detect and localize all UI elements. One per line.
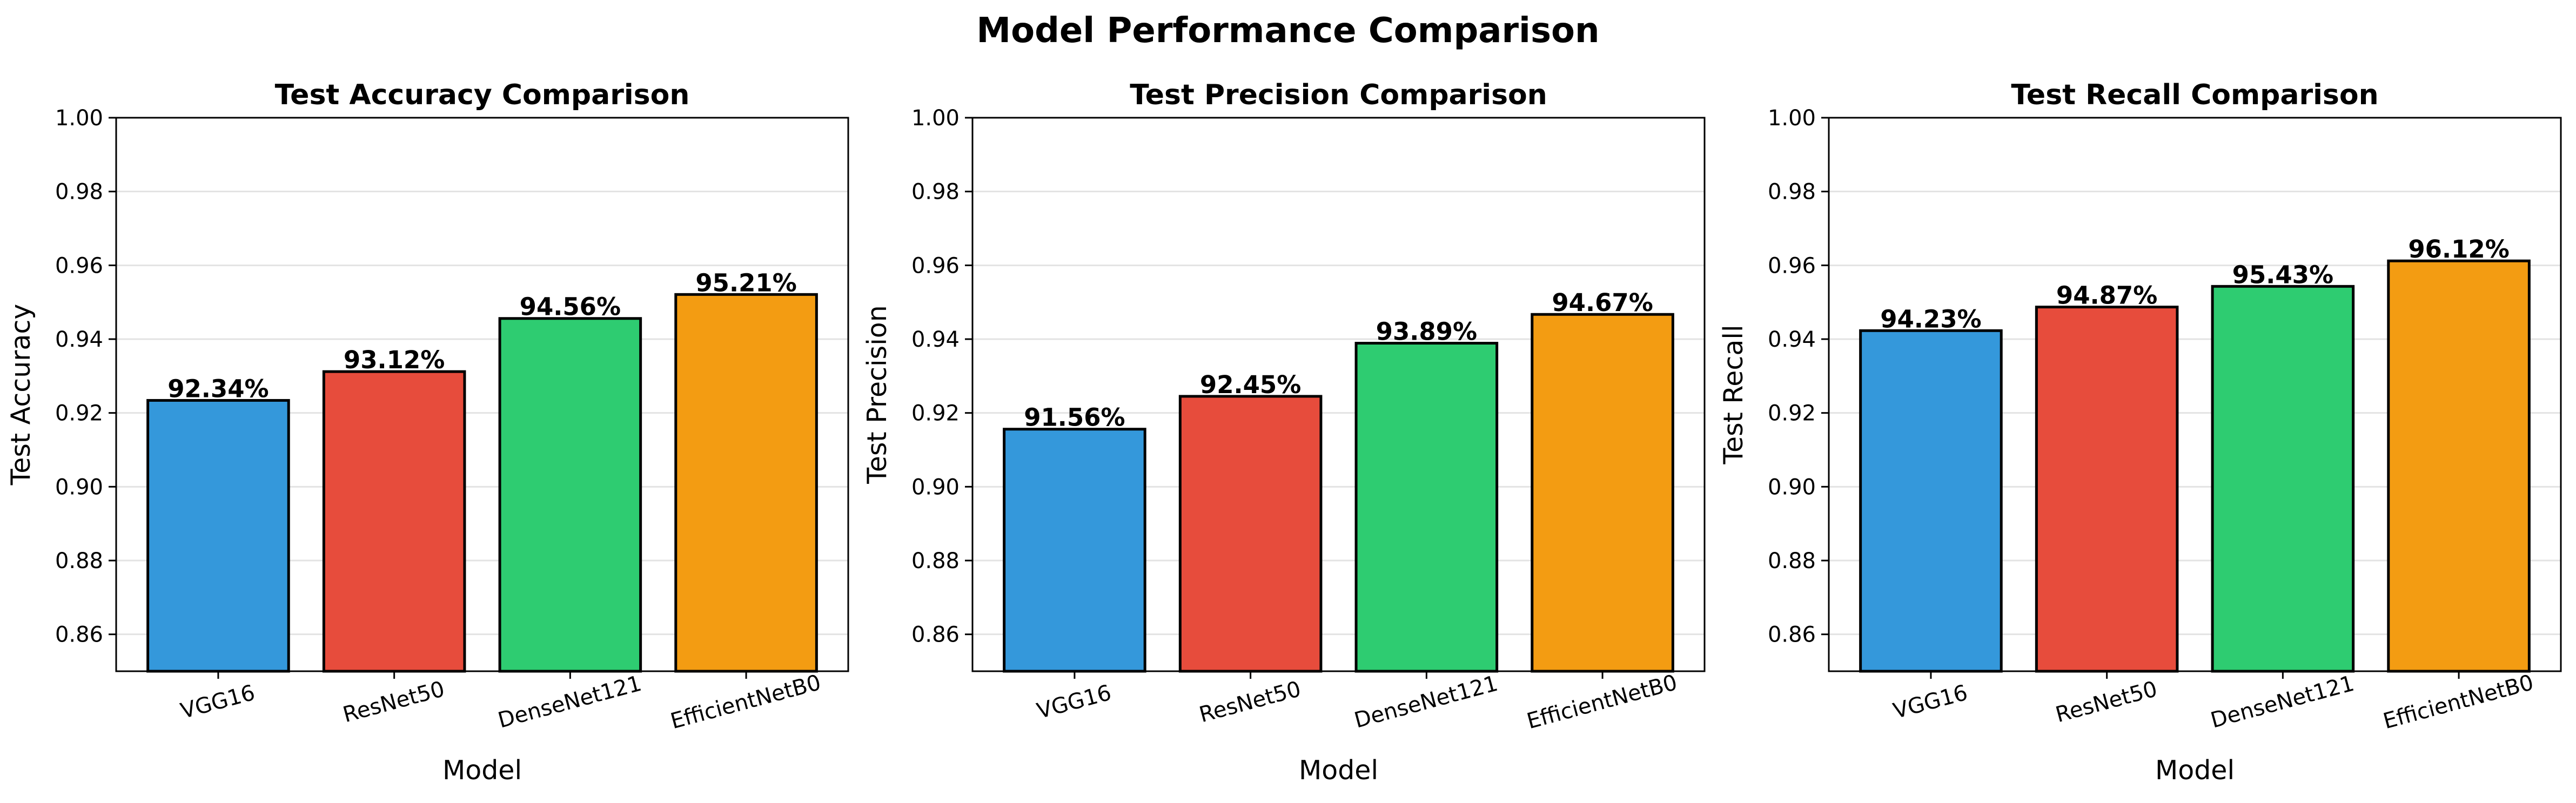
axes-frame [115,117,849,672]
bar-densenet121 [1354,342,1499,673]
chart-panel-3: 0.86 0.88 0.90 0.92 0.94 0.96 0.98 1.00 94.23% VG… [1718,79,2562,786]
y-tick-label: 0.90 [911,475,960,500]
y-axis-label: Test Recall [1718,325,1749,464]
axes-frame [971,117,1706,672]
panel-title: Test Recall Comparison [2011,79,2378,111]
y-tick-label: 0.86 [911,623,960,647]
bar-densenet121 [498,317,642,673]
y-tick-label: 0.94 [55,327,103,352]
x-tick-label: ResNet50 [1197,677,1304,727]
bar-resnet50 [1178,395,1323,673]
x-tick-label: DenseNet121 [495,671,644,733]
y-tick-label: 0.96 [1768,253,1816,278]
figure-title: Model Performance Comparison [976,11,1599,51]
x-tick-label: EfficientNetB0 [668,670,823,734]
bar-efficientnetb0 [674,293,818,673]
x-tick-label: VGG16 [1034,680,1113,724]
x-axis-label: Model [1299,755,1378,786]
y-tick-label: 1.00 [55,106,103,131]
y-tick-label: 0.98 [55,180,103,205]
bar-value-label: 95.43% [2232,260,2333,289]
bar-value-label: 93.89% [1376,318,1477,346]
y-tick-label: 0.92 [911,401,960,426]
x-tick-label: VGG16 [178,680,257,724]
y-tick-label: 1.00 [1768,106,1816,131]
bar-resnet50 [322,370,466,673]
chart-panel-1: 0.86 0.88 0.90 0.92 0.94 0.96 0.98 1.00 92.34% VG… [5,79,849,786]
bar-value-label: 96.12% [2408,235,2509,264]
y-tick-label: 1.00 [911,106,960,131]
bar-densenet121 [2211,285,2355,673]
bar-efficientnetb0 [1531,313,1674,673]
bar-vgg16 [146,399,290,673]
y-axis-label: Test Precision [862,305,893,484]
axes-frame [1828,117,2562,672]
y-tick-label: 0.98 [911,180,960,205]
bar-value-label: 92.34% [167,374,269,403]
x-axis-label: Model [442,755,522,786]
x-tick-label: ResNet50 [2053,677,2160,727]
y-tick-label: 0.96 [55,253,103,278]
bar-value-label: 95.21% [695,268,796,297]
y-tick-label: 0.86 [1768,623,1816,647]
bar-value-label: 92.45% [1200,370,1301,399]
bar-value-label: 94.87% [2056,281,2157,310]
y-tick-label: 0.86 [55,623,103,647]
y-tick-label: 0.92 [1768,401,1816,426]
bar-efficientnetb0 [2387,259,2531,673]
bar-vgg16 [1003,428,1146,673]
bar-resnet50 [2035,306,2179,673]
y-tick-label: 0.88 [55,549,103,573]
y-tick-label: 0.94 [911,327,960,352]
x-tick-label: DenseNet121 [2208,671,2357,733]
bar-value-label: 94.56% [520,293,621,321]
x-tick-label: VGG16 [1890,680,1970,724]
bar-value-label: 94.67% [1552,288,1653,317]
bar-value-label: 93.12% [344,346,445,374]
y-tick-label: 0.88 [1768,549,1816,573]
bar-value-label: 91.56% [1024,403,1125,432]
chart-panel-2: 0.86 0.88 0.90 0.92 0.94 0.96 0.98 1.00 91.56% VG… [862,79,1706,786]
bar-vgg16 [1859,329,2003,673]
y-tick-label: 0.90 [1768,475,1816,500]
x-tick-label: EfficientNetB0 [1524,670,1680,734]
y-tick-label: 0.98 [1768,180,1816,205]
bar-value-label: 94.23% [1880,305,1981,333]
x-tick-label: ResNet50 [340,677,447,727]
y-tick-label: 0.94 [1768,327,1816,352]
x-axis-label: Model [2155,755,2235,786]
y-tick-label: 0.88 [911,549,960,573]
y-tick-label: 0.92 [55,401,103,426]
panel-title: Test Accuracy Comparison [275,79,690,111]
x-tick-label: EfficientNetB0 [2380,670,2536,734]
x-tick-label: DenseNet121 [1352,671,1500,733]
panel-title: Test Precision Comparison [1130,79,1547,111]
y-tick-label: 0.90 [55,475,103,500]
y-axis-label: Test Accuracy [5,304,36,486]
y-tick-label: 0.96 [911,253,960,278]
